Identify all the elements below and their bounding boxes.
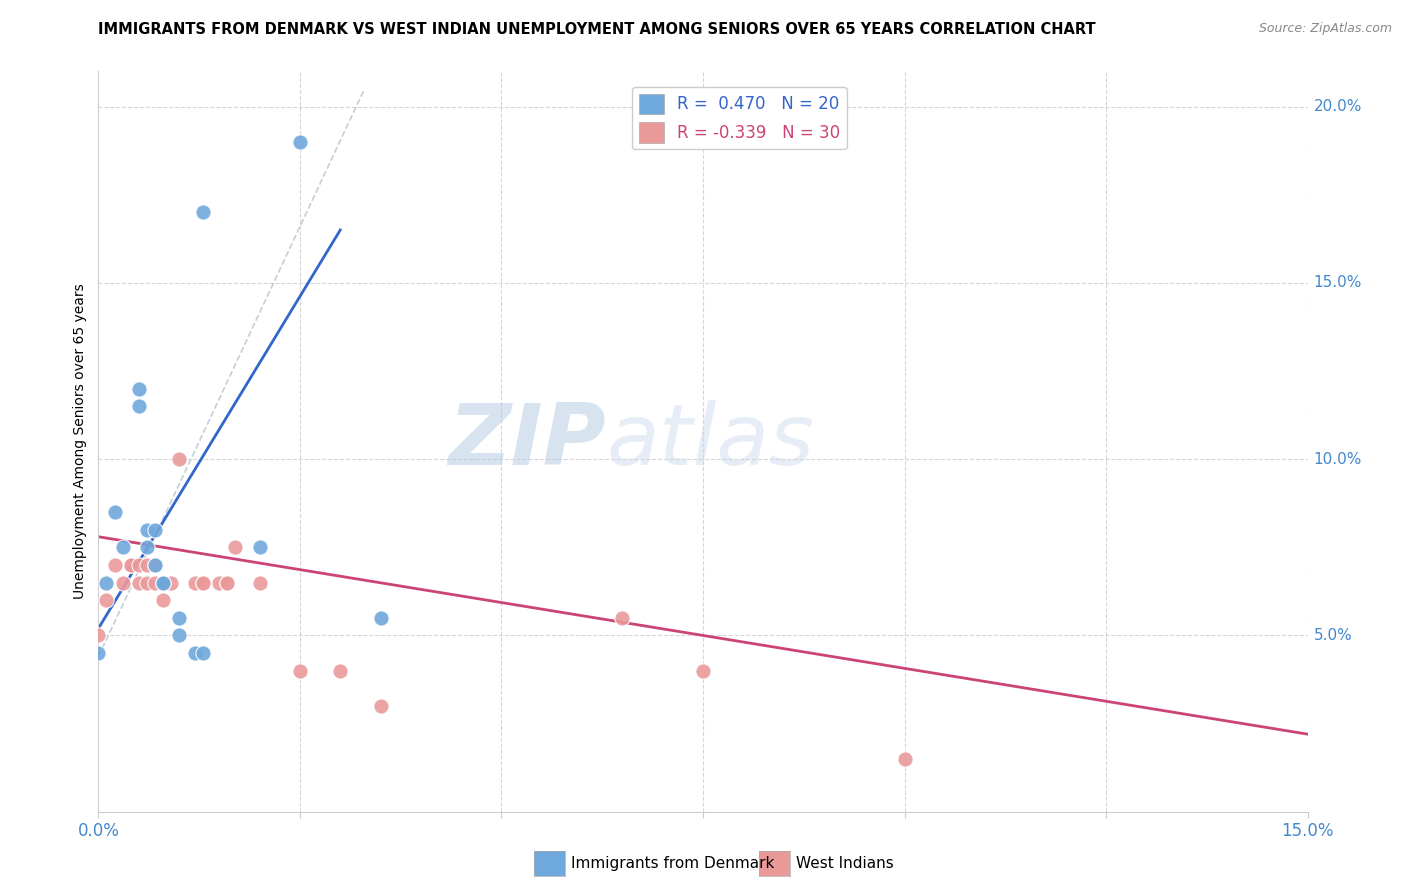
Point: [96, 593, 118, 607]
Text: atlas: atlas: [606, 400, 814, 483]
Point: [152, 575, 174, 590]
Point: [288, 664, 311, 678]
Point: [103, 505, 125, 519]
Point: [217, 575, 239, 590]
Point: [135, 541, 157, 555]
Point: [249, 575, 271, 590]
Point: [612, 611, 634, 625]
Point: [193, 646, 215, 660]
Point: [193, 205, 215, 219]
Point: [184, 575, 207, 590]
Point: [87, 646, 110, 660]
Point: [193, 575, 215, 590]
Point: [135, 558, 157, 572]
Point: [160, 575, 183, 590]
Point: [120, 558, 142, 572]
Point: [128, 575, 150, 590]
Text: 10.0%: 10.0%: [1313, 451, 1362, 467]
Point: [193, 575, 215, 590]
Point: [167, 452, 190, 467]
Point: [167, 628, 190, 642]
Point: [152, 575, 174, 590]
Point: [893, 752, 915, 766]
Point: [167, 611, 190, 625]
Point: [128, 399, 150, 413]
Text: ZIP: ZIP: [449, 400, 606, 483]
Point: [152, 575, 174, 590]
Point: [143, 575, 166, 590]
Legend: R =  0.470   N = 20, R = -0.339   N = 30: R = 0.470 N = 20, R = -0.339 N = 30: [631, 87, 846, 150]
Point: [143, 558, 166, 572]
Y-axis label: Unemployment Among Seniors over 65 years: Unemployment Among Seniors over 65 years: [73, 284, 87, 599]
Point: [128, 382, 150, 396]
Point: [96, 575, 118, 590]
Point: [120, 558, 142, 572]
Point: [143, 523, 166, 537]
Text: 5.0%: 5.0%: [1313, 628, 1353, 643]
Point: [103, 558, 125, 572]
Point: [249, 541, 271, 555]
Point: [143, 558, 166, 572]
Point: [111, 541, 134, 555]
Text: 15.0%: 15.0%: [1313, 276, 1362, 291]
Point: [111, 575, 134, 590]
Point: [152, 593, 174, 607]
Point: [128, 558, 150, 572]
Point: [87, 628, 110, 642]
Point: [184, 646, 207, 660]
Point: [217, 575, 239, 590]
Point: [208, 575, 231, 590]
Point: [370, 611, 392, 625]
Text: 20.0%: 20.0%: [1313, 99, 1362, 114]
Point: [288, 135, 311, 149]
Point: [135, 523, 157, 537]
Point: [370, 698, 392, 713]
Text: West Indians: West Indians: [796, 856, 894, 871]
Point: [224, 541, 246, 555]
Point: [135, 575, 157, 590]
Text: Immigrants from Denmark: Immigrants from Denmark: [571, 856, 775, 871]
Text: IMMIGRANTS FROM DENMARK VS WEST INDIAN UNEMPLOYMENT AMONG SENIORS OVER 65 YEARS : IMMIGRANTS FROM DENMARK VS WEST INDIAN U…: [98, 22, 1097, 37]
Point: [329, 664, 352, 678]
Point: [692, 664, 714, 678]
Text: Source: ZipAtlas.com: Source: ZipAtlas.com: [1258, 22, 1392, 36]
